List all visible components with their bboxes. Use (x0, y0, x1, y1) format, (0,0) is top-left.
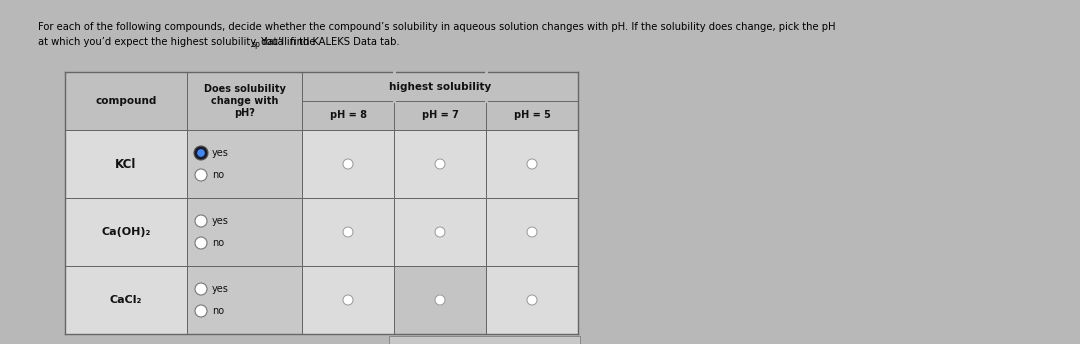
Bar (486, 266, 578, 334)
Bar (65, 72, 187, 130)
Circle shape (435, 159, 445, 169)
Bar (394, 198, 486, 266)
Bar (65, 266, 187, 334)
Bar (65, 198, 187, 266)
Circle shape (195, 169, 207, 181)
Circle shape (527, 227, 537, 237)
Circle shape (194, 146, 208, 160)
Bar (486, 198, 578, 266)
Text: compound: compound (95, 96, 157, 106)
Circle shape (343, 295, 353, 305)
Bar (302, 72, 578, 130)
Bar (302, 266, 394, 334)
Text: yes: yes (212, 216, 229, 226)
Text: yes: yes (212, 148, 229, 158)
Circle shape (527, 295, 537, 305)
Bar (486, 130, 578, 198)
Bar (187, 198, 302, 266)
Bar (187, 130, 302, 198)
Bar (187, 266, 302, 334)
Circle shape (195, 237, 207, 249)
Circle shape (527, 159, 537, 169)
Text: KCl: KCl (116, 158, 137, 171)
Text: pH = 7: pH = 7 (421, 110, 458, 120)
Text: Ca(OH)₂: Ca(OH)₂ (102, 227, 151, 237)
Circle shape (195, 305, 207, 317)
Text: For each of the following compounds, decide whether the compound’s solubility in: For each of the following compounds, dec… (38, 22, 836, 32)
Circle shape (195, 215, 207, 227)
Text: highest solubility: highest solubility (389, 82, 491, 92)
Text: no: no (212, 238, 225, 248)
Text: at which you’d expect the highest solubility. You’ll find K: at which you’d expect the highest solubi… (38, 37, 319, 47)
Circle shape (343, 159, 353, 169)
Bar (394, 130, 486, 198)
Text: pH = 5: pH = 5 (514, 110, 551, 120)
Circle shape (343, 227, 353, 237)
Bar (302, 198, 394, 266)
Circle shape (198, 149, 205, 157)
Bar (65, 130, 187, 198)
Circle shape (195, 283, 207, 295)
Text: CaCl₂: CaCl₂ (110, 295, 143, 305)
Text: ↺: ↺ (526, 343, 538, 344)
Circle shape (435, 295, 445, 305)
Circle shape (435, 227, 445, 237)
Text: no: no (212, 170, 225, 180)
Text: pH = 8: pH = 8 (329, 110, 366, 120)
Bar (302, 130, 394, 198)
Text: no: no (212, 306, 225, 316)
Text: Does solubility
change with
pH?: Does solubility change with pH? (203, 84, 285, 118)
Text: sp: sp (252, 40, 261, 49)
Bar (389, 336, 580, 344)
Text: data in the ALEKS Data tab.: data in the ALEKS Data tab. (258, 37, 400, 47)
Text: yes: yes (212, 284, 229, 294)
Bar (187, 72, 302, 130)
Bar (394, 266, 486, 334)
